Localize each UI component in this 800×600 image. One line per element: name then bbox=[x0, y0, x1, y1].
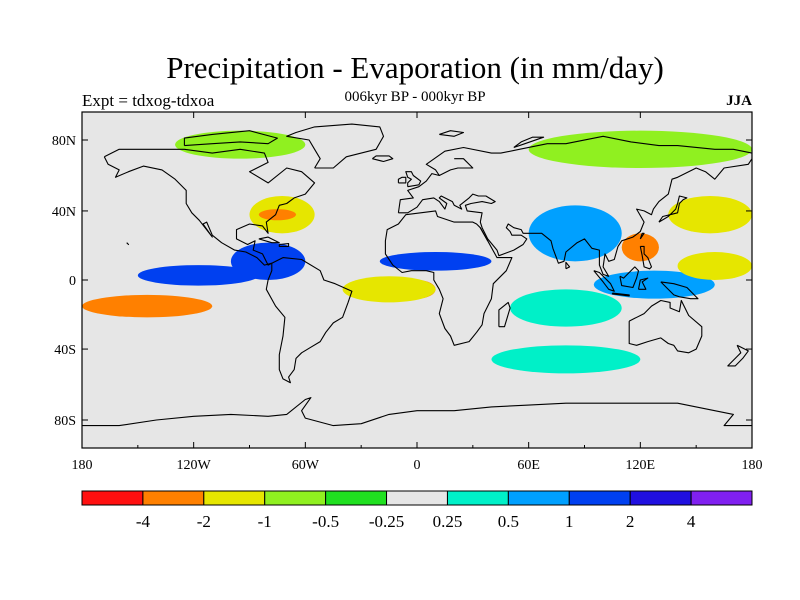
colorbar-swatch bbox=[568, 490, 631, 506]
anomaly-region bbox=[528, 205, 622, 262]
colorbar-label: 0.5 bbox=[498, 512, 519, 531]
coastline-south-america bbox=[265, 257, 353, 384]
coastline-philippines bbox=[639, 245, 653, 270]
coastline-australia bbox=[628, 299, 703, 354]
coastline-svalbard bbox=[439, 130, 465, 137]
colorbar-swatch bbox=[629, 490, 692, 506]
anomaly-region bbox=[677, 252, 752, 280]
anomaly-region bbox=[668, 196, 752, 234]
x-tick-label: 60W bbox=[292, 458, 320, 473]
coastline-japan bbox=[658, 195, 688, 223]
anomaly-region bbox=[510, 289, 622, 327]
colorbar-swatch bbox=[264, 490, 327, 506]
colorbar-label: -2 bbox=[197, 512, 211, 531]
coastline-arabia-red-sea bbox=[479, 227, 489, 242]
y-tick-label: 80N bbox=[52, 134, 76, 149]
x-tick-label: 120W bbox=[177, 458, 212, 473]
coastline-borneo bbox=[619, 266, 640, 289]
coastline-greenland bbox=[286, 123, 385, 169]
colorbar-swatch bbox=[446, 490, 509, 506]
anomaly-region bbox=[379, 252, 492, 271]
colorbar-label: -4 bbox=[136, 512, 151, 531]
colorbar-label: 0.25 bbox=[433, 512, 463, 531]
y-tick-label: 40N bbox=[52, 205, 76, 220]
coastline-antarctica bbox=[82, 397, 752, 427]
colorbar-swatch bbox=[325, 490, 388, 506]
coastline-madagascar bbox=[498, 301, 511, 328]
coastline-hawaii bbox=[126, 242, 130, 246]
anomaly-region bbox=[491, 345, 641, 374]
anomaly-fields bbox=[82, 130, 752, 374]
anomaly-region bbox=[342, 276, 436, 303]
anomaly-region bbox=[258, 209, 297, 221]
plot-subtitle: 006kyr BP - 000kyr BP bbox=[344, 89, 486, 105]
colorbar: -4 -2 -1 -0.5 -0.25 0.25 0.5 1 2 4 bbox=[81, 490, 753, 531]
coastline-cuba bbox=[258, 236, 280, 244]
anomaly-region bbox=[230, 242, 306, 280]
x-tick-label: 180 bbox=[742, 458, 763, 473]
colorbar-label: 2 bbox=[626, 512, 635, 531]
coastline-eurasia bbox=[397, 135, 752, 277]
coastline-new-guinea bbox=[660, 281, 699, 300]
colorbar-label: -1 bbox=[258, 512, 272, 531]
x-tick-label: 180 bbox=[72, 458, 93, 473]
colorbar-label: 4 bbox=[687, 512, 696, 531]
coastline-java bbox=[611, 292, 630, 297]
colorbar-swatch bbox=[507, 490, 570, 506]
coastline-iceland bbox=[371, 155, 394, 163]
coastline-sri-lanka bbox=[565, 261, 571, 270]
coastline-ireland bbox=[397, 176, 407, 184]
coastline-north-america bbox=[103, 148, 316, 266]
coastline-arctic-islands bbox=[183, 130, 278, 147]
colorbar-swatch bbox=[203, 490, 266, 506]
coastline-britain bbox=[405, 171, 422, 188]
x-tick-label: 120E bbox=[626, 458, 656, 473]
coastline-africa bbox=[384, 210, 513, 346]
colorbar-swatch bbox=[386, 490, 448, 506]
x-tick-label: 0 bbox=[414, 458, 421, 473]
axis-ticks: 180 120W 60W 0 60E 120E 180 80N 40N 0 40S 80S bbox=[52, 112, 763, 473]
y-tick-label: 80S bbox=[54, 414, 76, 429]
plot-title: Precipitation - Evaporation (in mm/day) bbox=[166, 50, 664, 85]
experiment-label: Expt = tdxog-tdxoa bbox=[82, 91, 215, 110]
colorbar-label: -0.25 bbox=[369, 512, 404, 531]
colorbar-swatch bbox=[142, 490, 205, 506]
coastline-sumatra bbox=[593, 270, 615, 292]
coastline-hispaniola bbox=[278, 243, 290, 247]
colorbar-label: 1 bbox=[565, 512, 574, 531]
x-tick-label: 60E bbox=[517, 458, 540, 473]
y-tick-label: 0 bbox=[69, 274, 76, 289]
anomaly-region bbox=[137, 265, 259, 286]
coastline-scandinavia-baltic bbox=[439, 158, 474, 176]
coastlines bbox=[82, 123, 752, 427]
colorbar-swatch bbox=[81, 490, 144, 506]
coastline-taiwan bbox=[639, 232, 645, 240]
season-label: JJA bbox=[726, 93, 752, 109]
y-tick-label: 40S bbox=[54, 343, 76, 358]
coastline-novaya-zemlya bbox=[513, 136, 545, 149]
anomaly-region bbox=[175, 130, 306, 159]
coastline-sulawesi bbox=[637, 277, 649, 290]
coastline-new-zealand bbox=[727, 344, 749, 367]
colorbar-label: -0.5 bbox=[312, 512, 339, 531]
colorbar-swatch bbox=[690, 490, 753, 506]
anomaly-region bbox=[82, 294, 213, 318]
